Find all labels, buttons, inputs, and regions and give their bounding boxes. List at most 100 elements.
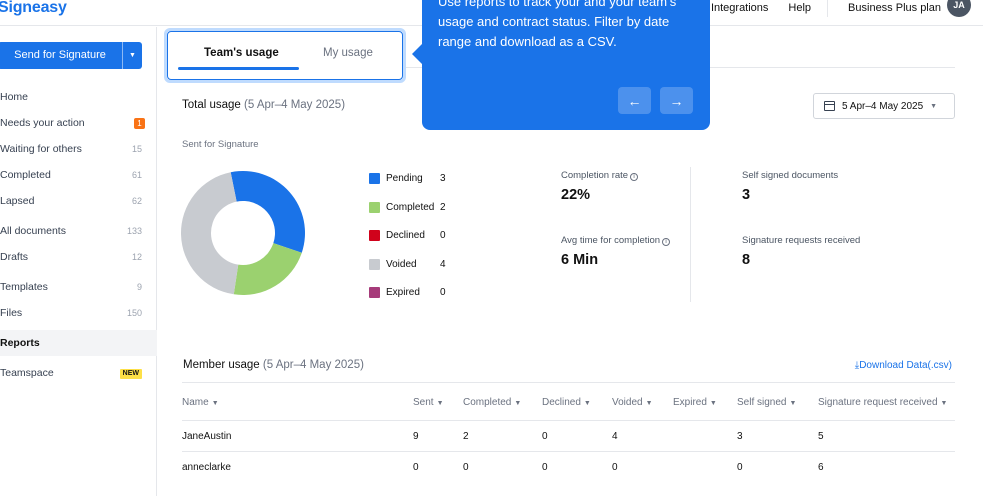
arrow-left-icon: ← <box>627 92 642 109</box>
sidebar-item-templates[interactable]: Templates 9 <box>0 274 157 300</box>
sidebar-item-reports[interactable]: Reports <box>0 330 157 356</box>
col-expired[interactable]: Expired ▼ <box>673 397 717 408</box>
self-signed-label: Self signed documents <box>742 170 839 181</box>
avatar[interactable]: JA <box>947 0 971 17</box>
chevron-down-icon: ▼ <box>514 400 522 407</box>
sidebar-item-label: Drafts <box>0 251 29 263</box>
completion-rate-label: Completion rate i <box>561 170 639 181</box>
tabs-highlight <box>164 28 406 83</box>
cell-self-signed: 3 <box>737 431 743 442</box>
col-voided[interactable]: Voided ▼ <box>612 397 653 408</box>
chevron-down-icon: ▼ <box>645 400 653 407</box>
download-csv-link[interactable]: ⤓Download Data(.csv) <box>855 360 952 371</box>
chevron-down-icon: ▼ <box>583 400 591 407</box>
col-sent[interactable]: Sent ▼ <box>413 397 444 408</box>
top-nav-divider <box>827 0 829 17</box>
col-completed[interactable]: Completed ▼ <box>463 397 522 408</box>
needs-action-badge: 1 <box>134 118 145 129</box>
requests-stat: Signature requests received 8 <box>742 235 860 268</box>
tab-teams-usage[interactable]: Team's usage <box>204 47 279 59</box>
col-name[interactable]: Name ▼ <box>182 397 219 408</box>
plan-label[interactable]: Business Plus plan <box>848 2 941 14</box>
app-logo[interactable]: Signeasy <box>0 0 67 16</box>
sidebar-nav: Home Needs your action 1 Waiting for oth… <box>0 84 157 386</box>
sidebar-item-waiting[interactable]: Waiting for others 15 <box>0 136 157 162</box>
avg-time-stat: Avg time for completion i 6 Min <box>561 235 671 268</box>
info-icon[interactable]: i <box>630 173 639 181</box>
sidebar-item-home[interactable]: Home <box>0 84 157 110</box>
sidebar-item-count: 61 <box>131 170 142 180</box>
tooltip-arrow <box>412 44 422 64</box>
donut-chart <box>181 171 305 295</box>
sidebar-item-files[interactable]: Files 150 <box>0 300 157 326</box>
legend-value: 0 <box>440 287 446 298</box>
sidebar-item-drafts[interactable]: Drafts 12 <box>0 244 157 270</box>
chevron-down-icon[interactable]: ▼ <box>122 42 142 69</box>
calendar-icon <box>824 101 835 111</box>
requests-value: 8 <box>742 252 751 268</box>
donut-slice-completed[interactable] <box>233 243 302 295</box>
legend-value: 3 <box>440 173 446 184</box>
legend-label: Pending <box>386 173 423 184</box>
legend-swatch <box>369 201 380 213</box>
member-usage-range: (5 Apr–4 May 2025) <box>262 359 364 371</box>
sidebar-item-completed[interactable]: Completed 61 <box>0 162 157 188</box>
send-for-signature-button[interactable]: Send for Signature ▼ <box>0 42 142 69</box>
total-usage-label: Total usage <box>182 99 241 111</box>
usage-tabs: Team's usage My usage <box>167 31 403 80</box>
integrations-link[interactable]: Integrations <box>710 2 769 14</box>
sidebar-item-count: 15 <box>131 144 142 154</box>
tab-my-usage[interactable]: My usage <box>323 47 373 59</box>
total-usage-title: Total usage (5 Apr–4 May 2025) <box>182 99 345 111</box>
active-tab-indicator <box>178 67 299 70</box>
total-usage-range: (5 Apr–4 May 2025) <box>244 99 346 111</box>
donut-slice-voided[interactable] <box>181 172 239 295</box>
sidebar-item-label: Needs your action <box>0 117 85 129</box>
help-link[interactable]: Help <box>788 2 812 14</box>
date-range-button[interactable]: 5 Apr–4 May 2025 ▼ <box>813 93 955 119</box>
sidebar-item-all-documents[interactable]: All documents 133 <box>0 218 157 244</box>
chevron-down-icon: ▼ <box>930 102 938 110</box>
cell-self-signed: 0 <box>737 462 743 473</box>
col-self-signed[interactable]: Self signed ▼ <box>737 397 797 408</box>
chevron-down-icon: ▼ <box>709 400 717 407</box>
self-signed-stat: Self signed documents 3 <box>742 170 838 203</box>
sidebar-item-count: 62 <box>131 196 142 206</box>
sidebar-item-label: Files <box>0 307 23 319</box>
onboarding-tooltip: Use reports to track your and your team’… <box>412 0 710 130</box>
sidebar-item-needs-action[interactable]: Needs your action 1 <box>0 110 157 136</box>
col-declined[interactable]: Declined ▼ <box>542 397 591 408</box>
table-row[interactable]: anneclarke 0 0 0 0 0 6 <box>182 451 955 482</box>
table-header: Name ▼ Sent ▼ Completed ▼ Declined ▼ Voided ▼… <box>182 382 955 420</box>
sidebar-item-label: Lapsed <box>0 195 35 207</box>
top-nav: Integrations Help Business Plus plan JA <box>691 0 971 17</box>
sidebar-item-teamspace[interactable]: Teamspace NEW <box>0 360 157 386</box>
tooltip-prev-button[interactable]: ← <box>618 87 651 114</box>
info-icon[interactable]: i <box>662 238 671 246</box>
cell-requests: 5 <box>818 431 824 442</box>
legend-value: 2 <box>440 201 446 213</box>
sidebar-item-count: 12 <box>131 252 142 262</box>
tooltip-next-button[interactable]: → <box>660 87 693 114</box>
donut-slice-pending[interactable] <box>230 171 305 253</box>
arrow-right-icon: → <box>669 92 684 109</box>
sidebar: Send for Signature ▼ Home Needs your act… <box>0 27 157 496</box>
cell-sent: 0 <box>413 462 419 473</box>
table-row[interactable]: JaneAustin 9 2 0 4 3 5 <box>182 420 955 451</box>
sidebar-item-label: Templates <box>0 281 48 293</box>
legend-swatch <box>369 230 380 241</box>
sidebar-item-lapsed[interactable]: Lapsed 62 <box>0 188 157 214</box>
chevron-down-icon: ▼ <box>789 400 797 407</box>
download-csv-label: Download Data(.csv) <box>859 360 952 371</box>
col-signature-request-received[interactable]: Signature request received ▼ <box>818 397 948 408</box>
avg-time-value: 6 Min <box>561 252 599 268</box>
sidebar-item-count: 150 <box>126 308 142 318</box>
cell-declined: 0 <box>542 431 548 442</box>
chart-title: Sent for Signature <box>182 139 259 150</box>
cell-sent: 9 <box>413 431 419 442</box>
cell-voided: 0 <box>612 462 618 473</box>
sidebar-item-label: Reports <box>0 337 40 349</box>
sidebar-item-label: All documents <box>0 225 66 237</box>
legend-swatch <box>369 258 380 270</box>
cell-completed: 0 <box>463 462 469 473</box>
